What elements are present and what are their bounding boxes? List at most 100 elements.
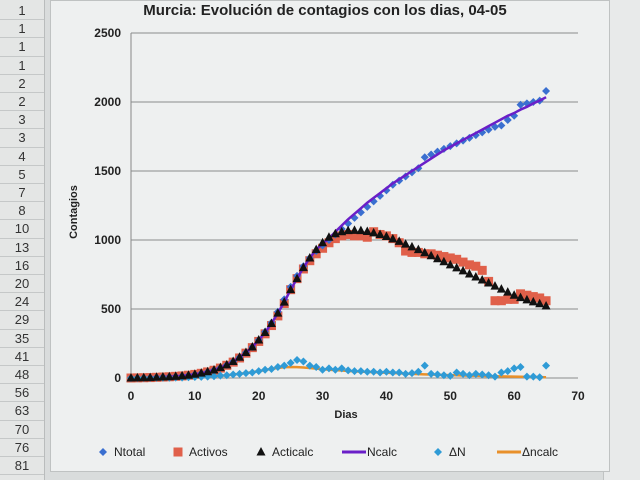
data-point <box>477 265 487 275</box>
row-header[interactable]: 5 <box>0 166 44 184</box>
data-point <box>363 367 372 376</box>
data-point <box>209 364 219 374</box>
data-point <box>311 244 321 254</box>
data-point <box>318 237 328 247</box>
data-point <box>343 225 353 235</box>
data-point <box>395 368 404 377</box>
data-point <box>279 297 289 306</box>
row-header[interactable]: 2 <box>0 93 44 112</box>
data-point <box>152 372 162 381</box>
row-header[interactable]: 35 <box>0 330 44 348</box>
row-header[interactable]: 63 <box>0 402 44 421</box>
row-header[interactable]: 7 <box>0 184 44 203</box>
data-point <box>497 368 506 377</box>
row-header[interactable]: 56 <box>0 384 44 403</box>
legend-item[interactable]: Ntotal <box>99 445 145 459</box>
y-axis-label: Contagios <box>68 185 80 239</box>
row-header[interactable]: 13 <box>0 239 44 257</box>
y-tick-label: 0 <box>114 371 121 385</box>
legend-item[interactable]: ΔN <box>434 445 466 459</box>
data-point <box>356 225 366 235</box>
y-tick-label: 2000 <box>94 95 121 109</box>
row-header[interactable]: 1 <box>0 2 44 21</box>
row-header[interactable]: 41 <box>0 348 44 366</box>
data-point <box>458 265 468 275</box>
row-header[interactable]: 1 <box>0 57 44 75</box>
data-point <box>503 287 513 296</box>
data-point <box>516 362 525 371</box>
legend-item[interactable]: Acticalc <box>256 445 314 459</box>
data-point <box>484 371 493 380</box>
data-point <box>464 268 474 278</box>
legend-item[interactable]: Δncalc <box>497 445 558 459</box>
data-point <box>292 273 302 283</box>
data-point <box>356 231 366 241</box>
data-point <box>228 356 238 365</box>
data-point <box>273 308 283 317</box>
data-point <box>273 362 282 371</box>
data-point <box>510 364 519 373</box>
x-tick-label: 30 <box>316 389 330 403</box>
data-point <box>471 369 480 378</box>
x-tick-label: 0 <box>128 389 135 403</box>
row-header[interactable]: 81 <box>0 457 44 476</box>
data-point <box>503 367 512 376</box>
data-point <box>132 372 142 382</box>
data-point <box>298 262 308 272</box>
row-header[interactable]: 1 <box>0 20 44 39</box>
data-point <box>528 292 538 302</box>
data-point <box>312 362 321 371</box>
data-point <box>369 227 379 237</box>
row-header[interactable]: 20 <box>0 275 44 294</box>
row-header[interactable]: 2 <box>0 75 44 93</box>
legend-item[interactable]: Ncalc <box>342 445 397 459</box>
data-point <box>490 372 499 381</box>
row-header[interactable]: 3 <box>0 111 44 130</box>
series-Acticalc <box>126 225 551 382</box>
x-axis-ticks: 0 10 20 30 40 50 60 70 <box>128 389 585 403</box>
data-point <box>260 327 270 336</box>
data-point <box>293 356 302 365</box>
data-point <box>388 368 397 377</box>
y-tick-label: 1000 <box>94 233 121 247</box>
data-point <box>465 371 474 380</box>
x-tick-label: 50 <box>444 389 458 403</box>
row-header[interactable]: 70 <box>0 421 44 439</box>
data-point <box>324 364 333 373</box>
row-header[interactable]: 3 <box>0 129 44 148</box>
data-point <box>420 361 429 370</box>
row-header[interactable]: 1 <box>0 38 44 57</box>
data-point <box>286 284 296 294</box>
data-point <box>464 260 474 270</box>
data-point <box>509 290 519 299</box>
data-point <box>503 294 513 304</box>
row-header[interactable]: 76 <box>0 439 44 457</box>
data-point <box>433 370 442 379</box>
data-point <box>484 278 494 287</box>
legend: Ntotal Activos Acticalc Ncalc ΔN Δncalc <box>99 445 558 459</box>
data-point <box>126 373 136 382</box>
chart-area[interactable] <box>50 0 610 472</box>
plot-series <box>126 86 551 383</box>
row-header[interactable]: 48 <box>0 366 44 385</box>
data-point <box>490 296 500 306</box>
data-point <box>413 244 423 254</box>
row-header[interactable]: 16 <box>0 257 44 275</box>
row-header[interactable]: 4 <box>0 148 44 166</box>
row-header[interactable]: 24 <box>0 293 44 312</box>
row-header[interactable]: 29 <box>0 311 44 330</box>
legend-item[interactable]: Activos <box>173 445 228 459</box>
spreadsheet-row-headers: 1 1 1 1 2 2 3 3 4 5 7 8 10 13 16 20 24 29 35 41 48 56 63 70 76 81 <box>0 0 45 480</box>
data-point <box>446 371 455 380</box>
x-tick-label: 10 <box>188 389 202 403</box>
legend-label: ΔN <box>449 445 466 459</box>
data-point <box>222 371 231 380</box>
data-point <box>394 236 404 245</box>
row-header[interactable]: 8 <box>0 202 44 221</box>
data-point <box>299 357 308 366</box>
row-header[interactable]: 10 <box>0 220 44 239</box>
data-point <box>497 121 506 130</box>
data-point <box>452 262 462 272</box>
legend-swatch <box>256 447 266 456</box>
